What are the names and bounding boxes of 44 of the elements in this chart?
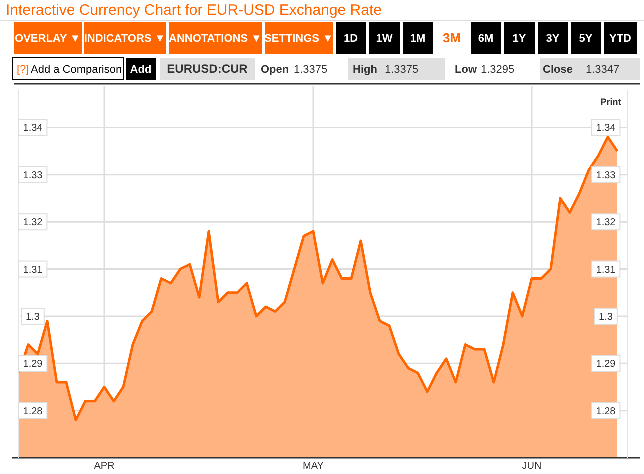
period-button: 1M — [403, 22, 433, 54]
menu-button: INDICATORS ▼ — [84, 22, 166, 54]
period-button: 1W — [369, 22, 400, 54]
text: 1.3347 — [586, 64, 620, 76]
text: High — [353, 64, 378, 76]
y-tick-label: 1.33 — [23, 170, 44, 182]
y-tick-label: 1.32 — [23, 218, 44, 229]
y2-tick-label: 1.32 — [596, 218, 616, 229]
y2-tick-label: 1.3 — [599, 312, 614, 323]
menu-button: ANNOTATIONS ▼ — [169, 22, 262, 54]
x-tick-label: APR — [94, 461, 115, 472]
add-button: Add — [126, 58, 156, 80]
y2-tick-label: 1.28 — [596, 406, 616, 418]
menu-button: OVERLAY ▼ — [14, 22, 82, 54]
text: 1.3295 — [481, 64, 515, 76]
period-button: YTD — [604, 22, 637, 54]
y-tick-label: 1.29 — [23, 359, 44, 370]
period-button: 6M — [471, 22, 501, 54]
chart-title: Interactive Currency Chart for EUR-USD Exchange Rate — [6, 2, 382, 19]
text: Open — [261, 64, 290, 76]
x-tick-label: MAY — [303, 461, 324, 472]
period-button: 1D — [336, 22, 366, 54]
text: 1.3375 — [294, 64, 328, 76]
text: Add a Comparison — [31, 64, 122, 76]
menu-button: SETTINGS ▼ — [264, 22, 334, 54]
y-tick-label: 1.34 — [23, 123, 44, 134]
x-tick-label: JUN — [522, 461, 542, 472]
y2-tick-label: 1.33 — [596, 170, 616, 182]
symbol-field: EURUSD:CUR — [160, 58, 255, 80]
period-button: 3Y — [538, 22, 568, 54]
y2-tick-label: 1.34 — [596, 123, 616, 134]
text: 1.3375 — [385, 64, 419, 76]
annotation: Print — [600, 97, 622, 108]
y-tick-label: 1.31 — [23, 264, 44, 276]
text: Close — [543, 64, 573, 76]
period-button: 3M — [436, 22, 468, 54]
y-tick-label: 1.3 — [26, 312, 40, 323]
text: Low — [455, 64, 478, 76]
y-tick-label: 1.28 — [23, 406, 44, 418]
y2-tick-label: 1.31 — [596, 264, 616, 276]
period-button: 5Y — [571, 22, 601, 54]
y2-tick-label: 1.29 — [596, 359, 616, 370]
period-button: 1Y — [504, 22, 535, 54]
text: [?] — [17, 64, 30, 76]
